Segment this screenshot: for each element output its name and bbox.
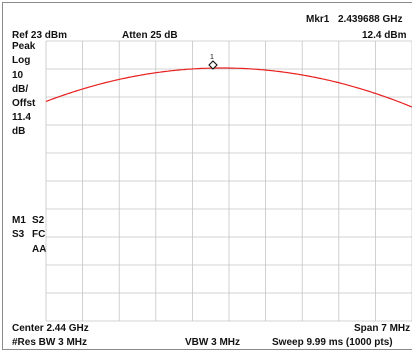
marker-m1-indicator: M1	[12, 215, 26, 226]
trace-s2-indicator: S2	[32, 215, 45, 226]
video-bandwidth: VBW 3 MHz	[185, 337, 240, 348]
freq-correction-indicator: FC	[32, 229, 46, 240]
trace-s3-indicator: S3	[12, 229, 25, 240]
detector-mode: Peak	[12, 41, 36, 52]
scale-unit: dB/	[12, 84, 29, 95]
attenuation: Atten 25 dB	[122, 30, 178, 41]
offset-unit: dB	[12, 126, 26, 137]
marker-level: 12.4 dBm	[362, 30, 407, 41]
center-frequency: Center 2.44 GHz	[12, 323, 89, 334]
ac-coupling-indicator: AA	[32, 244, 47, 255]
marker-frequency: 2.439688 GHz	[338, 14, 403, 25]
scale-type: Log	[12, 55, 31, 66]
offset-value: 11.4	[12, 112, 31, 123]
frequency-span: Span 7 MHz	[354, 323, 411, 334]
spectrum-trace	[45, 67, 412, 108]
marker-readout-label: Mkr1	[306, 14, 330, 25]
resolution-bandwidth: #Res BW 3 MHz	[12, 337, 88, 348]
reference-level: Ref 23 dBm	[12, 30, 68, 41]
sweep-time: Sweep 9.99 ms (1000 pts)	[272, 337, 393, 348]
offset-label: Offst	[12, 98, 36, 109]
marker-1[interactable]: 1	[208, 54, 218, 70]
marker-number-label: 1	[210, 54, 214, 61]
scale-value: 10	[12, 70, 24, 81]
marker-diamond-icon	[208, 60, 218, 70]
graticule-lines	[45, 40, 412, 322]
